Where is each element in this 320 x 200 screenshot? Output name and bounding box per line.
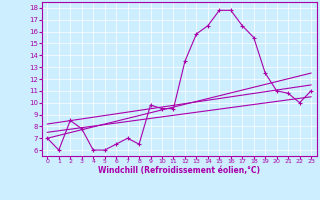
X-axis label: Windchill (Refroidissement éolien,°C): Windchill (Refroidissement éolien,°C) bbox=[98, 166, 260, 175]
